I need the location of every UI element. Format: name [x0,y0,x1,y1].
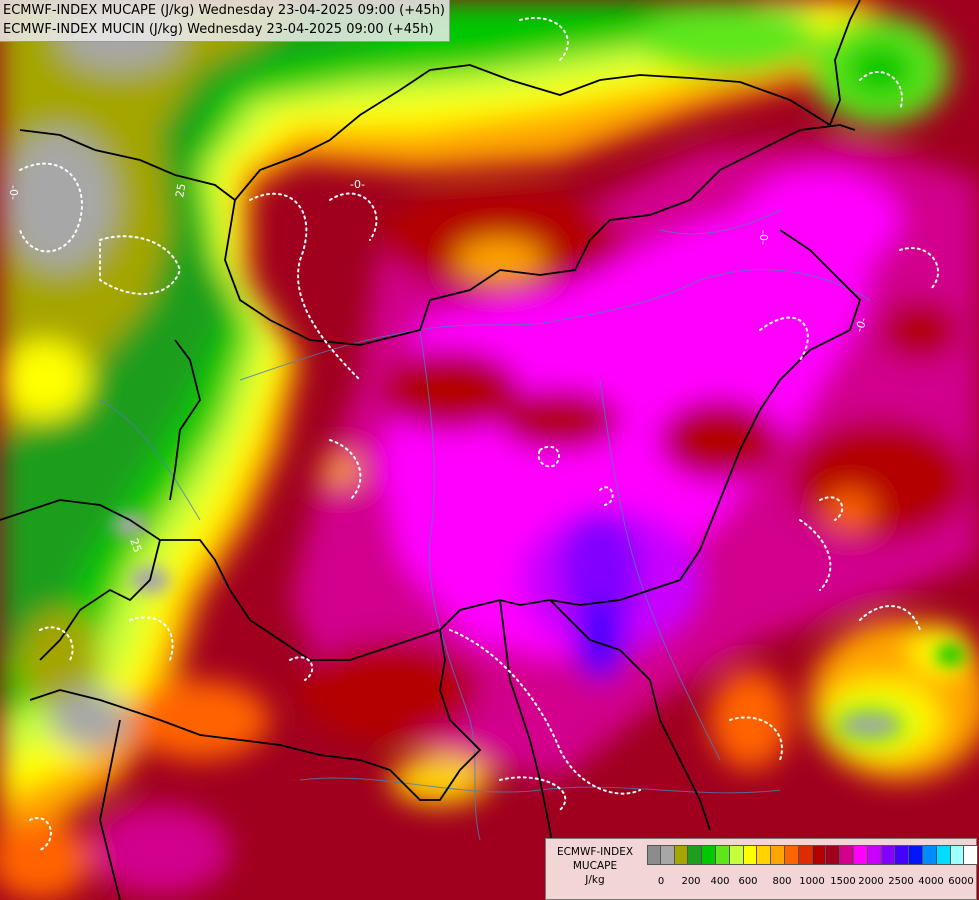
contour-label: -0- [7,185,20,200]
legend-title: ECMWF-INDEX MUCAPE J/kg [550,845,640,887]
legend-tick-label: 0 [657,876,665,887]
contour-label: 25 [127,537,144,555]
map-title-box: ECMWF-INDEX MUCAPE (J/kg) Wednesday 23-0… [0,0,450,42]
legend-tick-label: 2000 [858,876,884,887]
legend-swatch [674,845,689,865]
legend-swatch [909,845,923,865]
legend-tick-label: 1000 [799,876,825,887]
contour-label: -0- [757,230,770,245]
legend-swatch [922,845,937,865]
legend-swatch [771,845,785,865]
legend-swatch [936,845,951,865]
legend-tick-label: 4000 [918,876,944,887]
legend-swatch [715,845,730,865]
mucin-title: ECMWF-INDEX MUCIN (J/kg) Wednesday 23-04… [3,22,434,37]
legend-swatch [812,845,827,865]
legend-swatch [853,845,868,865]
legend-swatch [881,845,896,865]
mucape-title: ECMWF-INDEX MUCAPE (J/kg) Wednesday 23-0… [3,3,445,18]
legend-swatch [826,845,841,865]
legend-swatch [840,845,854,865]
legend-swatch [757,845,772,865]
legend-swatch [867,845,882,865]
legend-tick-label: 6000 [948,876,974,887]
legend-swatch [647,845,661,865]
legend-tick-label: 400 [710,876,730,887]
legend-swatches [647,845,979,865]
legend-swatch [798,845,813,865]
legend-swatch [660,845,675,865]
mucin-contours [19,17,940,851]
legend-unit: J/kg [585,874,605,886]
legend-tick-label: 2500 [888,876,914,887]
legend-swatch [729,845,744,865]
legend-parameter: MUCAPE [572,860,618,872]
legend-swatch [964,845,979,865]
legend-swatch [784,845,799,865]
legend-swatch [743,845,758,865]
legend-tick-label: 1500 [830,876,856,887]
contour-label: 25 [173,182,188,198]
legend-swatch [895,845,910,865]
legend-swatch [702,845,716,865]
contour-labels: 25 -0- -0- -0- -0- 25 [7,178,870,554]
contour-label: -0- [350,178,365,191]
color-legend: ECMWF-INDEX MUCAPE J/kg 0 200 400 600 800 100… [545,838,979,900]
legend-tick-label: 200 [681,876,701,887]
legend-model: ECMWF-INDEX [556,846,634,858]
legend-tick-label: 800 [772,876,792,887]
legend-tick-label: 600 [738,876,758,887]
legend-swatch [950,845,965,865]
contour-label: -0- [853,316,870,335]
legend-swatch [688,845,703,865]
